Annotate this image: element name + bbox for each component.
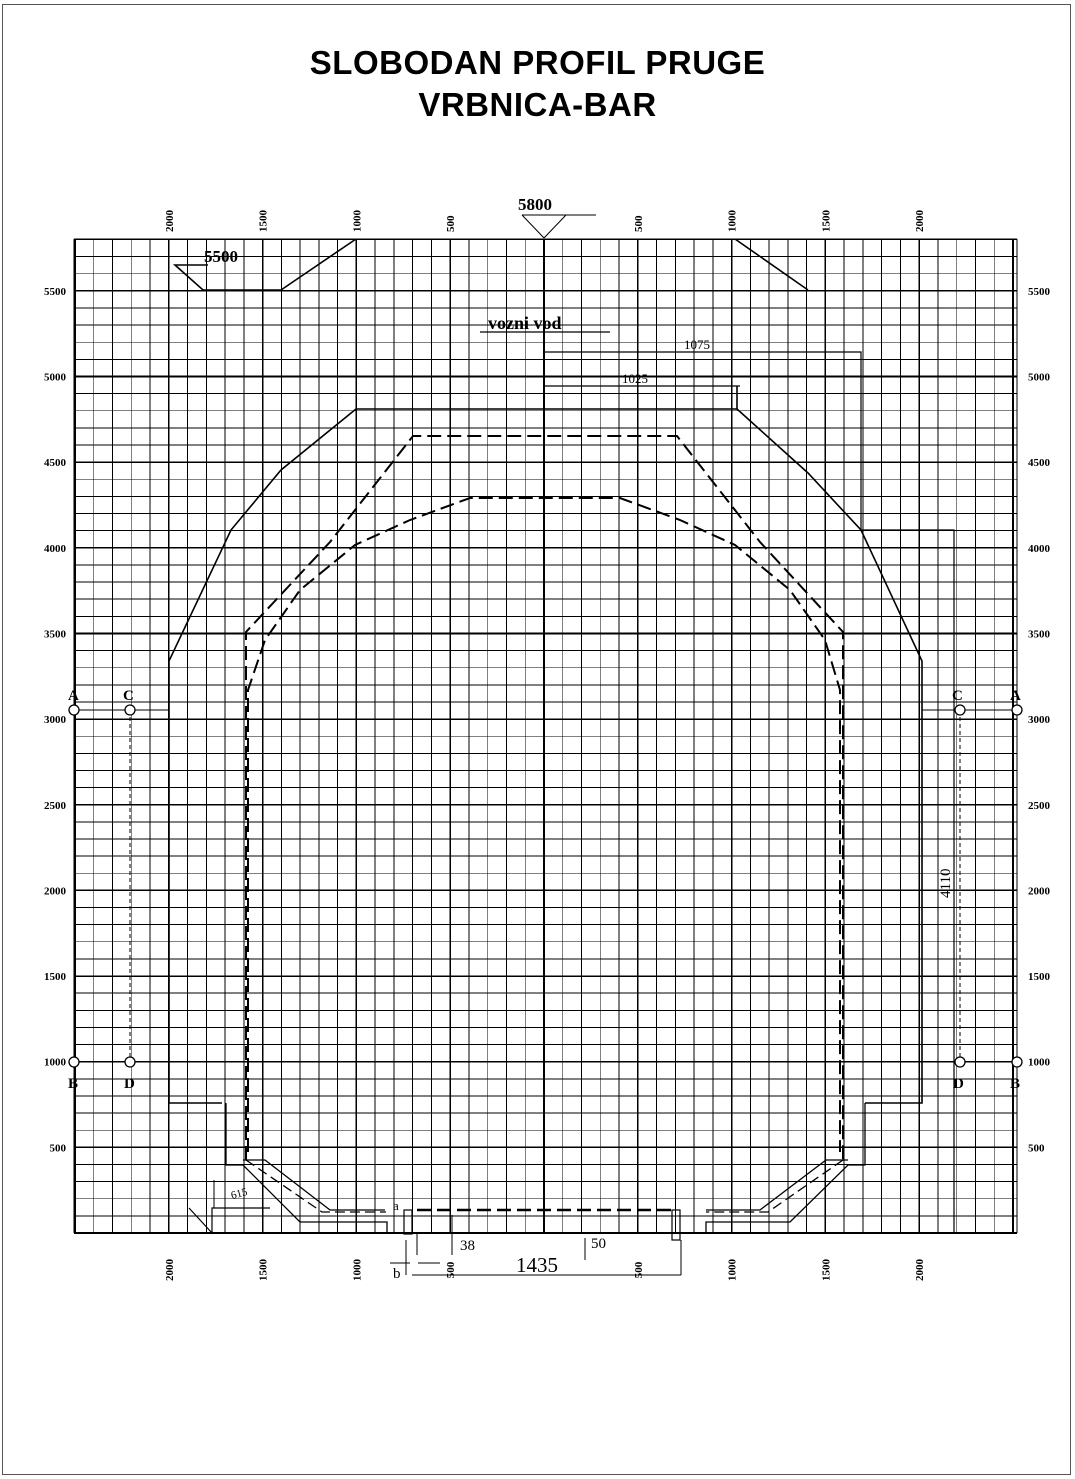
mark-b: b: [393, 1266, 401, 1282]
point-d-right: [954, 1056, 966, 1068]
outer-profile-right: [734, 238, 809, 291]
label-a-right: A: [1010, 688, 1021, 704]
dim-615: 615: [230, 1186, 250, 1202]
y-right-tick-label: 4000: [1028, 543, 1051, 555]
label-d-right: D: [953, 1076, 964, 1092]
dim-1075: 1075: [684, 337, 710, 352]
lower-right-outline: [705, 1103, 866, 1233]
point-c-left: [124, 704, 136, 716]
label-c-left: C: [123, 688, 134, 704]
rail-right: [671, 1209, 681, 1241]
y-left-tick-label: 3000: [44, 714, 67, 726]
tick-labels: 2000 1500 1000 500 500 1000 1500 2000 2000 1500 10…: [44, 210, 1051, 1282]
y-right-tick-label: 2000: [1028, 885, 1051, 897]
dim-4110: 4110: [938, 869, 954, 898]
dim-1075-line: [543, 351, 955, 1233]
x-top-tick-label: 500: [445, 215, 457, 232]
point-a-right: [1011, 704, 1023, 716]
y-right-tick-label: 2500: [1028, 800, 1051, 812]
x-bottom-tick-label: 2000: [164, 1259, 176, 1282]
point-a-left: [68, 704, 80, 716]
x-bottom-tick-label: 1500: [820, 1259, 832, 1282]
label-d-left: D: [124, 1076, 135, 1092]
point-d-left: [124, 1056, 136, 1068]
outer-profile-left: [172, 238, 357, 291]
dim-5800: 5800: [518, 195, 552, 214]
y-left-tick-label: 5000: [44, 372, 67, 384]
outer-profile-left-body: [168, 408, 357, 1104]
x-top-tick-label: 1500: [820, 210, 832, 233]
lower-left-outline: [225, 1103, 388, 1233]
y-right-tick-label: 1500: [1028, 971, 1051, 983]
point-b-left: [68, 1056, 80, 1068]
label-c-right: C: [952, 688, 963, 704]
label-b-right: B: [1010, 1076, 1020, 1092]
x-bottom-tick-label: 1000: [727, 1259, 739, 1282]
y-left-tick-label: 4000: [44, 543, 67, 555]
dim-5500: 5500: [204, 247, 238, 266]
y-right-tick-label: 1000: [1028, 1057, 1051, 1069]
x-top-tick-label: 2000: [914, 210, 926, 233]
y-left-tick-label: 1500: [44, 971, 67, 983]
dim-38: 38: [460, 1238, 475, 1254]
x-bottom-tick-label: 2000: [914, 1259, 926, 1282]
x-bottom-tick-label: 1500: [258, 1259, 270, 1282]
dim-50: 50: [591, 1236, 606, 1252]
y-left-tick-label: 4500: [44, 457, 67, 469]
title-line-2: VRBNICA-BAR: [418, 86, 657, 123]
rail-left: [403, 1209, 413, 1235]
y-left-tick-label: 2000: [44, 885, 67, 897]
y-left-tick-label: 2500: [44, 800, 67, 812]
outer-profile-right-body: [736, 408, 923, 1104]
overhead-line-label: vozni vod: [488, 313, 562, 333]
label-b-left: B: [68, 1076, 78, 1092]
y-right-tick-label: 3000: [1028, 714, 1051, 726]
title-line-1: SLOBODAN PROFIL PRUGE: [309, 44, 766, 81]
mark-a: a: [393, 1198, 399, 1213]
x-bottom-tick-label: 500: [445, 1261, 457, 1278]
point-b-right: [1011, 1056, 1023, 1068]
x-bottom-tick-label: 500: [633, 1261, 645, 1278]
y-right-tick-label: 5000: [1028, 372, 1051, 384]
dashed-profile-inner: [247, 497, 841, 1152]
y-left-tick-label: 500: [50, 1142, 67, 1154]
grid: [73, 238, 1018, 1234]
x-top-tick-label: 1000: [351, 210, 363, 233]
point-c-right: [954, 704, 966, 716]
drawing-frame: [2, 4, 1071, 1475]
y-left-tick-label: 1000: [44, 1057, 67, 1069]
y-left-tick-label: 5500: [44, 286, 67, 298]
x-bottom-tick-label: 1000: [351, 1259, 363, 1282]
dim-1435: 1435: [516, 1253, 558, 1277]
x-top-tick-label: 1500: [258, 210, 270, 233]
y-left-tick-label: 3500: [44, 628, 67, 640]
x-top-tick-label: 500: [633, 215, 645, 232]
y-right-tick-label: 500: [1028, 1142, 1045, 1154]
dashed-profile-outer: [245, 435, 844, 1160]
dim-1025: 1025: [622, 371, 648, 386]
y-right-tick-label: 4500: [1028, 457, 1051, 469]
y-right-tick-label: 3500: [1028, 628, 1051, 640]
x-top-tick-label: 2000: [164, 210, 176, 233]
label-a-left: A: [68, 688, 79, 704]
y-right-tick-label: 5500: [1028, 286, 1051, 298]
x-top-tick-label: 1000: [727, 210, 739, 233]
